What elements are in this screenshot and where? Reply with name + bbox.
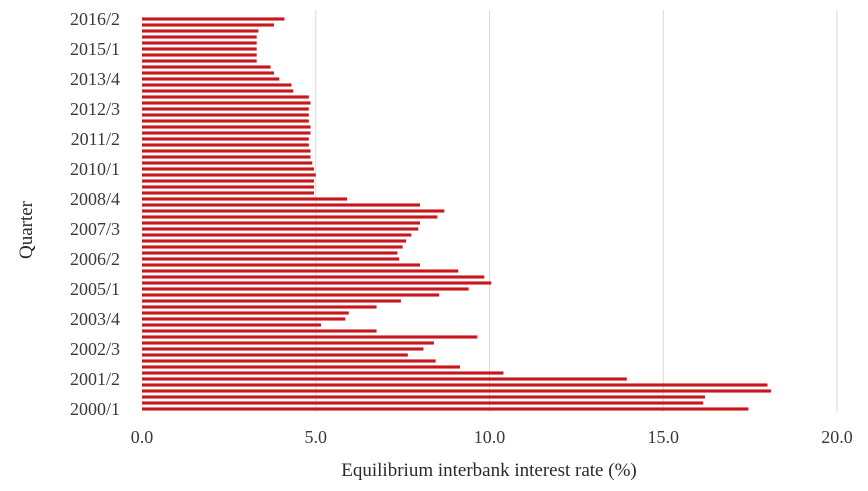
bar [142,125,311,129]
bar [142,101,311,105]
bar [142,185,315,189]
x-tick-label: 20.0 [821,427,853,447]
bar [142,17,285,21]
bar [142,269,459,273]
bar [142,53,257,57]
y-tick-label: 2003/4 [70,309,120,329]
bar [142,131,311,135]
y-tick-label: 2006/2 [70,249,120,269]
bar [142,245,403,249]
bar [142,71,275,75]
bar [142,317,346,321]
x-tick-label: 10.0 [474,427,506,447]
bar [142,227,419,231]
bar [142,239,407,243]
bar [142,275,485,279]
bar [142,89,294,93]
bar [142,137,309,141]
bar [142,359,436,363]
bar [142,77,280,81]
bar [142,311,349,315]
bar [142,263,420,267]
y-tick-label: 2016/2 [70,9,120,29]
y-axis-title: Quarter [16,200,37,259]
bar [142,233,412,237]
bar [142,191,315,195]
x-tick-label: 15.0 [648,427,680,447]
bar [142,329,377,333]
bars [142,17,771,411]
bar [142,401,704,405]
bar [142,281,492,285]
bar [142,215,438,219]
bar [142,59,257,63]
bar [142,155,311,159]
y-tick-label: 2002/3 [70,339,120,359]
bar [142,257,400,261]
bar [142,83,292,87]
y-tick-label: 2000/1 [70,399,120,419]
bar [142,371,504,375]
bar [142,305,377,309]
bar [142,389,771,393]
bar [142,107,309,111]
bar [142,113,309,117]
bar [142,377,627,381]
bar [142,203,420,207]
y-tick-label: 2010/1 [70,159,120,179]
bar [142,209,445,213]
bar [142,251,398,255]
bar [142,395,705,399]
bar [142,353,408,357]
bar [142,323,321,327]
bar [142,335,478,339]
bar [142,341,434,345]
bar [142,287,469,291]
bar [142,95,309,99]
bar [142,407,749,411]
bar [142,47,257,51]
bar [142,23,275,27]
bar [142,293,440,297]
bar [142,299,401,303]
bar [142,347,424,351]
x-tick-label: 5.0 [305,427,328,447]
y-tick-label: 2001/2 [70,369,120,389]
y-tick-label: 2012/3 [70,99,120,119]
y-tick-label: 2011/2 [71,129,120,149]
y-tick-label: 2007/3 [70,219,120,239]
bar [142,179,315,183]
x-tick-label: 0.0 [131,427,154,447]
bar [142,143,309,147]
bar [142,383,768,387]
bar [142,35,257,39]
y-tick-label: 2008/4 [70,189,120,209]
y-tick-label: 2015/1 [70,39,120,59]
y-tick-label: 2005/1 [70,279,120,299]
bar [142,41,257,45]
bar [142,365,460,369]
y-tick-label: 2013/4 [70,69,120,89]
bar [142,65,271,69]
bar [142,119,309,123]
bar [142,149,311,153]
bar [142,221,420,225]
bar [142,161,313,165]
bar [142,173,316,177]
bar [142,197,348,201]
bar [142,29,259,33]
y-tick-labels: 2000/1 2001/2 2002/3 2003/4 2005/1 2006/2 2007… [70,9,120,419]
x-tick-labels: 0.0 5.0 10.0 15.0 20.0 [131,427,853,447]
x-axis-title: Equilibrium interbank interest rate (%) [341,460,636,481]
bar [142,167,315,171]
